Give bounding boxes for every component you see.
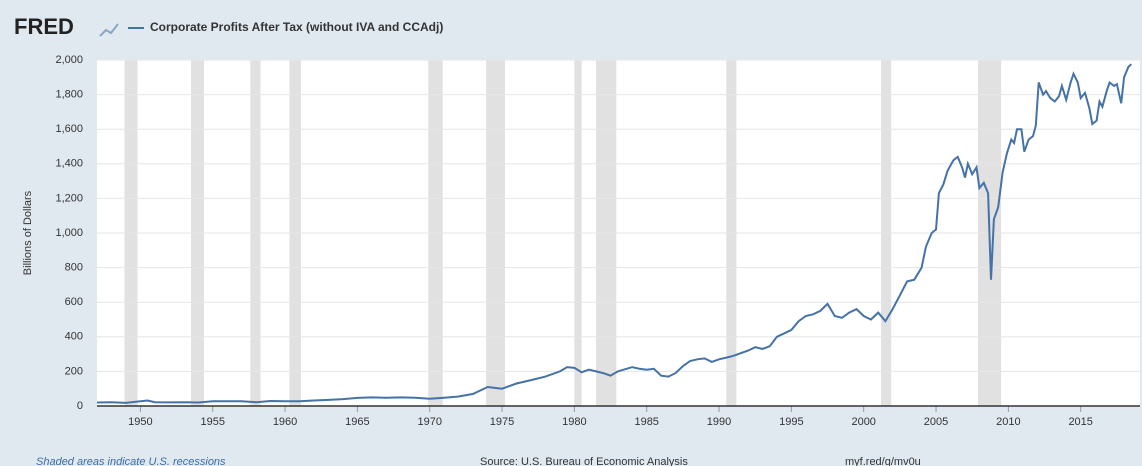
y-axis-label: Billions of Dollars — [22, 190, 34, 275]
x-tick-label: 1960 — [273, 416, 297, 428]
y-tick-label: 600 — [65, 296, 83, 308]
y-tick-label: 1,400 — [55, 158, 83, 170]
x-tick-label: 2000 — [851, 416, 875, 428]
data-line — [96, 63, 1132, 404]
y-tick-label: 200 — [65, 365, 83, 377]
recession-note: Shaded areas indicate U.S. recessions — [36, 456, 226, 466]
x-tick-label: 1980 — [562, 416, 586, 428]
short-link: myf.red/g/mv0u — [845, 456, 921, 466]
x-tick-label: 1955 — [200, 416, 224, 428]
y-tick-label: 2,000 — [55, 54, 83, 66]
y-tick-label: 0 — [77, 400, 83, 412]
y-tick-label: 800 — [65, 262, 83, 274]
x-tick-label: 1970 — [417, 416, 441, 428]
legend-label: Corporate Profits After Tax (without IVA… — [150, 20, 443, 34]
x-tick-label: 1985 — [634, 416, 658, 428]
logo: FRED — [14, 14, 74, 39]
x-tick-label: 2005 — [924, 416, 948, 428]
x-tick-label: 1995 — [779, 416, 803, 428]
x-tick-label: 2015 — [1068, 416, 1092, 428]
x-tick-label: 1990 — [707, 416, 731, 428]
x-tick-label: 1975 — [490, 416, 514, 428]
logo-icon — [99, 23, 119, 37]
y-tick-label: 1,000 — [55, 227, 83, 239]
x-tick-label: 1965 — [345, 416, 369, 428]
x-tick-label: 1950 — [128, 416, 152, 428]
y-tick-label: 400 — [65, 331, 83, 343]
source: Source: U.S. Bureau of Economic Analysis — [480, 456, 688, 466]
y-tick-label: 1,600 — [55, 123, 83, 135]
x-tick-label: 2010 — [996, 416, 1020, 428]
y-tick-label: 1,800 — [55, 89, 83, 101]
y-tick-label: 1,200 — [55, 192, 83, 204]
